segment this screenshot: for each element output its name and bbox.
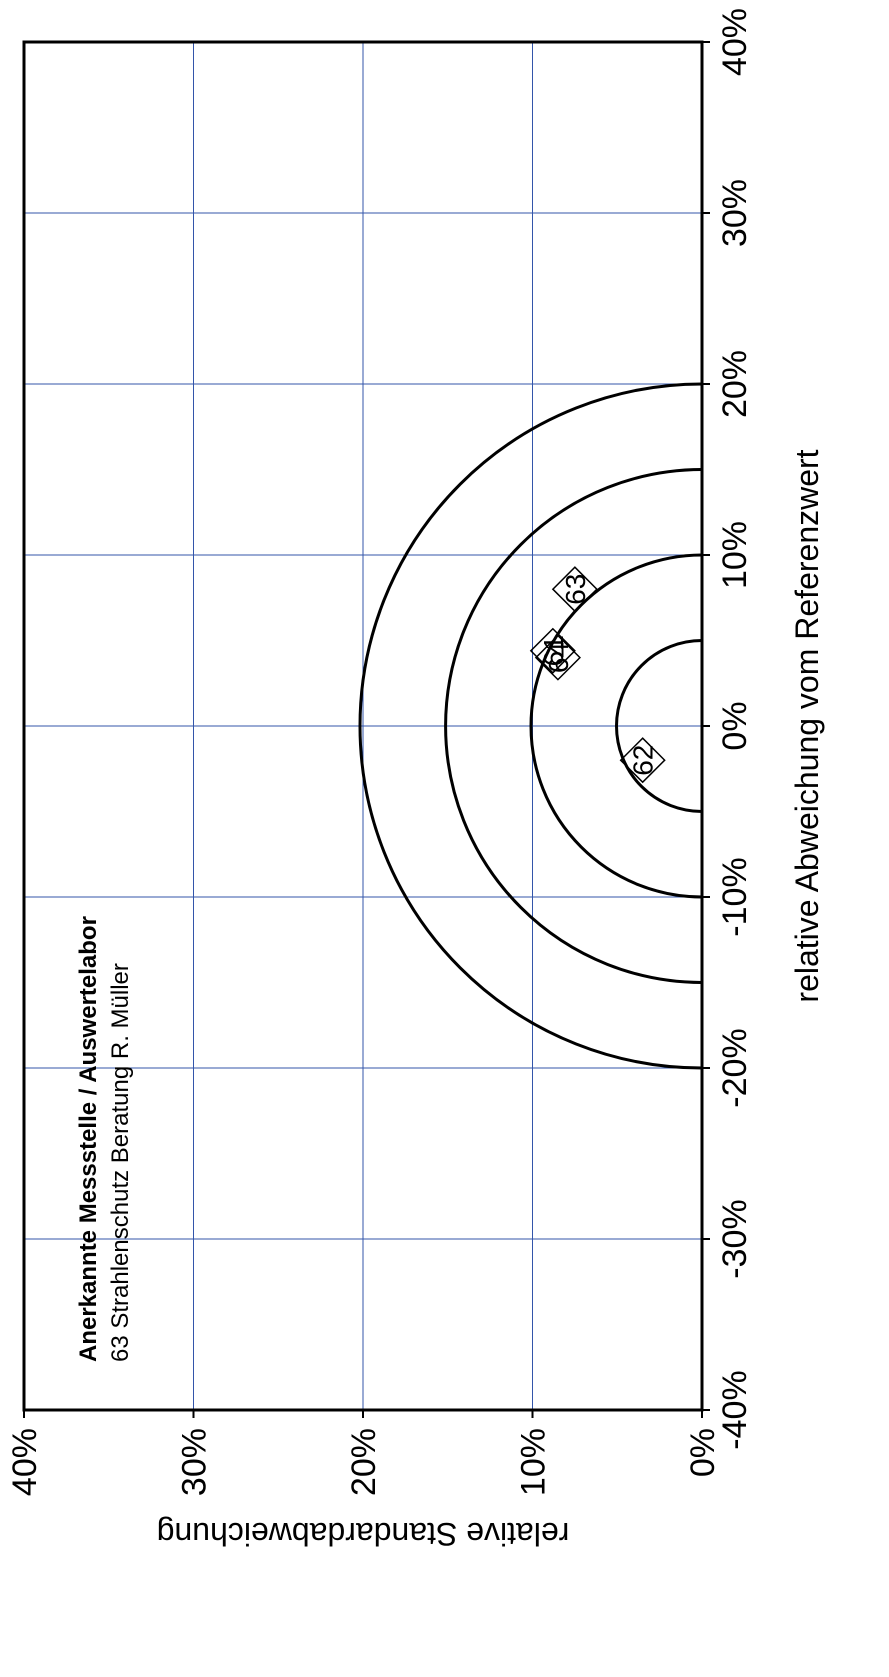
annotation-title: Anerkannte Messstelle / Auswertelabor xyxy=(75,916,102,1362)
reference-circles xyxy=(358,382,703,1070)
y-tick-label: 30% xyxy=(176,1428,214,1496)
reference-circle xyxy=(529,553,703,899)
point-marker xyxy=(534,634,581,681)
legend-annotation: Anerkannte Messstelle / Auswertelabor 63… xyxy=(75,916,134,1362)
x-tick-label: 40% xyxy=(716,8,754,76)
tick-marks xyxy=(23,41,710,1418)
y-tick-label: 10% xyxy=(515,1428,553,1496)
point-marker xyxy=(551,566,598,613)
point-marker xyxy=(619,737,666,784)
reference-circle xyxy=(358,382,703,1070)
x-tick-label: 30% xyxy=(716,179,754,247)
point-label: 64 xyxy=(543,642,574,673)
point-label: 63 xyxy=(560,574,591,605)
reference-circle xyxy=(615,639,703,813)
y-axis-title: relative Standardabweichung xyxy=(157,1516,570,1552)
tick-labels: -40% -30% -20% -10% 0% 10% 20% 30% 40% 0% 10% 20% 30… xyxy=(6,8,754,1496)
point-marker xyxy=(529,627,576,674)
y-tick-label: 40% xyxy=(6,1428,44,1496)
x-axis-title: relative Abweichung vom Referenzwert xyxy=(789,449,825,1002)
annotation-entry: 63 Strahlenschutz Beratung R. Müller xyxy=(107,963,134,1362)
point-label: 62 xyxy=(628,745,659,776)
x-tick-label: 0% xyxy=(716,701,754,750)
x-tick-label: 20% xyxy=(716,350,754,418)
x-tick-label: -30% xyxy=(716,1199,754,1278)
data-point: 64 xyxy=(534,634,581,681)
x-tick-label: -10% xyxy=(716,857,754,936)
data-point: 62 xyxy=(619,737,666,784)
x-tick-label: -20% xyxy=(716,1028,754,1107)
data-point: 63 xyxy=(551,566,598,613)
y-tick-label: 20% xyxy=(345,1428,383,1496)
x-tick-label: -40% xyxy=(716,1370,754,1449)
x-tick-label: 10% xyxy=(716,521,754,589)
y-tick-label: 0% xyxy=(684,1428,722,1477)
reference-circle xyxy=(444,468,703,984)
